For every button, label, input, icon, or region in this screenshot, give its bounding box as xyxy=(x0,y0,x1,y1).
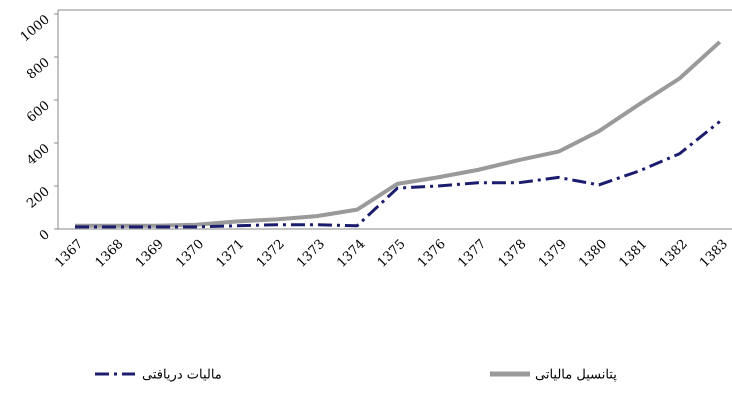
y-tick-label: 600 xyxy=(24,98,53,125)
x-tick-label: 1378 xyxy=(496,237,530,271)
series-line xyxy=(75,40,722,228)
x-tick-label: 1383 xyxy=(697,237,731,271)
y-tick-label: 400 xyxy=(24,141,53,168)
y-tick-label: 1000 xyxy=(18,12,53,45)
legend-label: مالیات دریافتی xyxy=(142,368,222,383)
x-tick-label: 1372 xyxy=(254,237,288,271)
series-line xyxy=(75,120,721,229)
x-tick-label: 1379 xyxy=(536,237,570,271)
x-tick-label: 1374 xyxy=(334,237,368,271)
legend-label: پتانسیل مالیاتی xyxy=(535,368,617,383)
x-tick-label: 1377 xyxy=(455,237,489,271)
y-tick-label: 800 xyxy=(24,55,53,82)
x-tick-label: 1371 xyxy=(213,237,247,271)
x-tick-label: 1373 xyxy=(294,237,328,271)
x-tick-label: 1370 xyxy=(173,237,207,271)
x-tick-label: 1376 xyxy=(415,237,449,271)
x-tick-label: 1380 xyxy=(576,237,610,271)
x-tick-label: 1381 xyxy=(616,237,650,271)
y-tick-label: 0 xyxy=(37,227,53,244)
x-tick-label: 1369 xyxy=(133,237,167,271)
x-tick-label: 1375 xyxy=(375,237,409,271)
y-tick-label: 200 xyxy=(24,184,53,211)
x-tick-label: 1382 xyxy=(657,237,691,271)
x-tick-label: 1367 xyxy=(52,237,86,271)
x-tick-label: 1368 xyxy=(93,237,127,271)
